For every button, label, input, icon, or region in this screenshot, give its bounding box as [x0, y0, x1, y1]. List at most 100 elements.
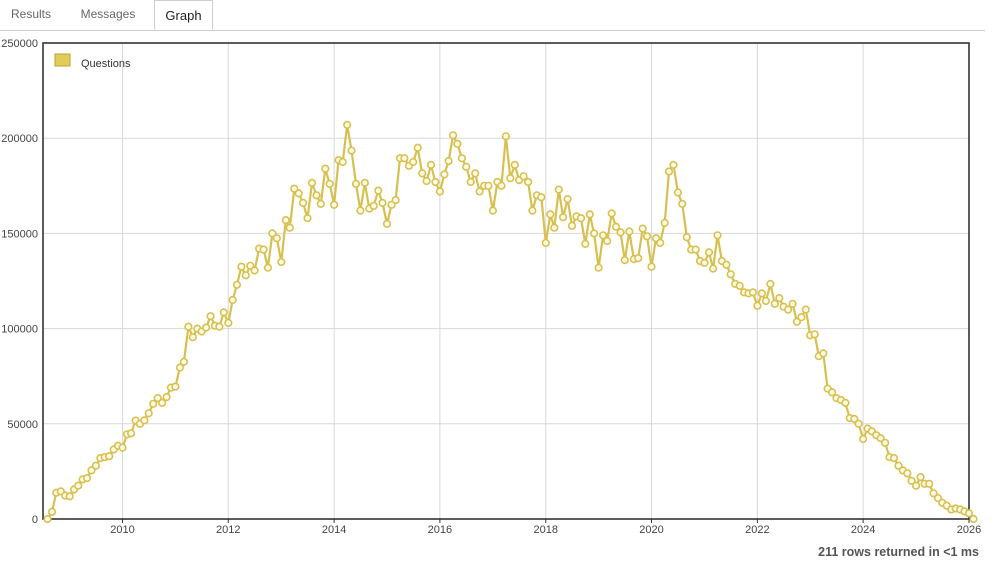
data-point	[440, 170, 449, 179]
data-point	[567, 221, 577, 230]
plot-border	[42, 42, 970, 520]
data-point	[537, 193, 546, 202]
data-point	[691, 245, 700, 254]
data-point	[576, 214, 586, 223]
data-point	[858, 434, 868, 444]
data-point	[259, 245, 268, 254]
data-point	[726, 270, 735, 279]
data-point	[563, 195, 572, 204]
data-point	[351, 179, 361, 188]
x-tick-label: 2020	[639, 524, 663, 536]
data-point	[426, 160, 436, 169]
data-point	[43, 514, 52, 524]
data-point	[232, 280, 241, 289]
data-point	[546, 210, 555, 219]
data-point	[294, 189, 303, 198]
data-point	[413, 143, 422, 152]
data-point	[149, 399, 158, 408]
data-point	[471, 169, 480, 178]
tab-graph[interactable]: Graph	[154, 0, 213, 30]
data-point	[916, 473, 925, 482]
data-point	[285, 223, 294, 232]
data-point	[330, 200, 339, 209]
data-point	[374, 186, 383, 195]
data-point	[792, 317, 802, 327]
data-point	[484, 181, 493, 190]
data-point	[664, 167, 674, 176]
data-point	[475, 187, 484, 196]
data-point	[647, 262, 656, 271]
data-point	[880, 438, 890, 447]
data-point	[228, 295, 237, 305]
data-point	[237, 262, 246, 271]
data-point	[634, 254, 643, 263]
data-point	[766, 279, 775, 288]
data-point	[290, 184, 299, 193]
data-point	[435, 187, 445, 196]
grid-lines	[43, 42, 970, 520]
data-point	[47, 507, 57, 516]
data-point	[409, 157, 418, 167]
y-tick-label: 50000	[7, 419, 38, 431]
data-point	[488, 206, 498, 215]
x-tick-label: 2022	[745, 524, 769, 536]
data-point	[642, 232, 652, 241]
data-point	[620, 256, 629, 265]
data-point	[757, 289, 767, 298]
data-point	[713, 231, 722, 240]
data-point	[819, 349, 828, 358]
data-point	[603, 236, 612, 246]
data-point	[316, 199, 325, 208]
tab-messages[interactable]: Messages	[80, 7, 136, 21]
data-point	[184, 322, 193, 331]
data-point	[911, 481, 921, 490]
data-point	[801, 305, 810, 314]
data-point	[541, 238, 550, 247]
x-tick-label: 2016	[428, 524, 452, 536]
data-point	[585, 210, 594, 219]
data-point	[669, 160, 678, 169]
y-tick-label: 250000	[1, 38, 38, 50]
data-point	[202, 323, 211, 332]
tab-results[interactable]: Results	[10, 7, 51, 21]
data-point	[175, 363, 184, 372]
x-tick-label: 2010	[110, 524, 134, 536]
data-point	[907, 476, 916, 486]
data-point	[219, 308, 228, 317]
data-point	[550, 223, 559, 232]
series-questions	[43, 120, 978, 524]
data-point	[660, 218, 669, 227]
data-point	[299, 198, 308, 207]
data-point	[307, 178, 317, 187]
data-point	[594, 263, 603, 272]
data-point	[105, 452, 114, 461]
y-tick-label: 100000	[1, 324, 38, 336]
data-point	[775, 294, 784, 303]
data-point	[700, 258, 709, 267]
x-tick-label: 2026	[957, 524, 981, 536]
data-point	[925, 479, 934, 488]
data-point	[704, 248, 714, 257]
legend: Questions	[54, 53, 131, 70]
data-point	[722, 260, 731, 269]
data-point	[206, 312, 215, 321]
data-point	[506, 174, 515, 183]
data-point	[581, 239, 590, 248]
data-point	[391, 196, 400, 205]
data-point	[903, 469, 912, 478]
data-point	[748, 288, 758, 297]
data-point	[272, 234, 281, 243]
data-point	[338, 157, 347, 167]
data-point	[969, 514, 978, 524]
data-point	[466, 177, 475, 187]
data-point	[65, 492, 74, 501]
data-point	[889, 454, 899, 463]
data-point	[519, 172, 528, 181]
y-tick-label: 150000	[1, 228, 38, 240]
data-point	[312, 191, 321, 200]
data-point	[810, 330, 819, 339]
data-point	[162, 393, 171, 402]
data-point	[153, 394, 162, 403]
data-point	[215, 322, 224, 331]
data-point	[444, 156, 453, 166]
